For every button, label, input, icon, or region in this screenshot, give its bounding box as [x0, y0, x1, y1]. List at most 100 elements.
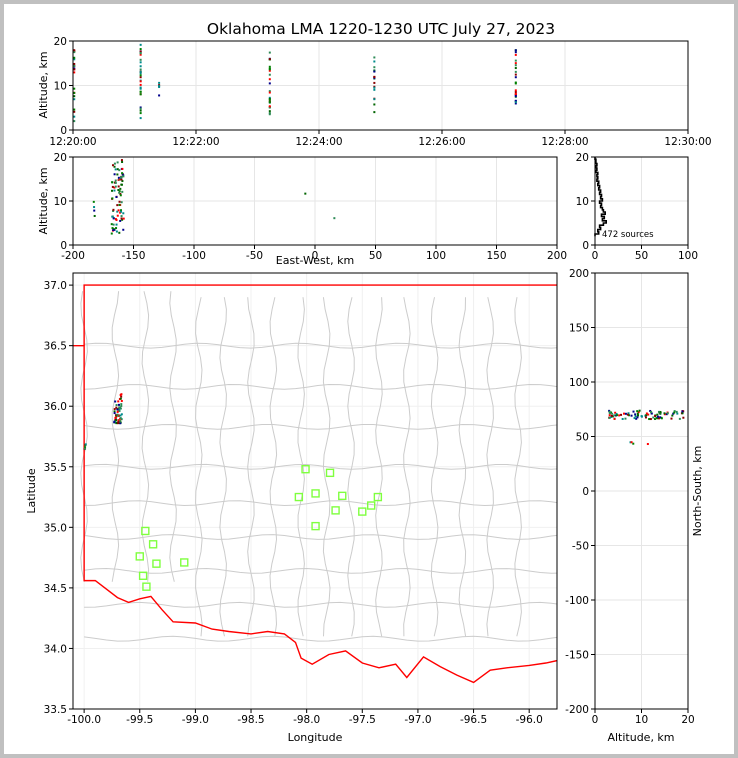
- source-point: [119, 192, 122, 195]
- source-point: [613, 417, 616, 420]
- source-count-annotation: 472 sources: [602, 230, 654, 240]
- source-point: [268, 113, 271, 116]
- y-tick-label: 150: [569, 323, 589, 335]
- source-point: [611, 412, 614, 415]
- lma-station-marker: [338, 491, 347, 501]
- altitude-time-ylabel: Altitude, km: [37, 51, 50, 118]
- y-tick-label: 10: [54, 196, 67, 208]
- source-point: [111, 164, 114, 167]
- y-tick-label: 10: [54, 81, 67, 93]
- source-point: [657, 410, 660, 413]
- source-point: [681, 412, 684, 415]
- source-point: [117, 403, 120, 406]
- lma-station-marker: [358, 507, 367, 516]
- source-point: [682, 416, 685, 419]
- state-border-south: [73, 344, 557, 684]
- source-point: [73, 115, 76, 118]
- source-point: [112, 208, 115, 211]
- source-point: [139, 74, 142, 77]
- source-point: [116, 168, 119, 171]
- source-point: [659, 413, 662, 416]
- source-point: [114, 400, 117, 403]
- source-point: [158, 86, 161, 89]
- source-point: [373, 70, 376, 73]
- source-point: [120, 215, 123, 218]
- x-tick-label: -96.0: [516, 714, 543, 726]
- source-point: [650, 412, 653, 415]
- source-point: [115, 414, 118, 417]
- source-point: [114, 218, 117, 221]
- y-tick-label: 200: [569, 268, 589, 280]
- source-point: [666, 412, 669, 415]
- source-point: [637, 414, 640, 417]
- source-point: [139, 80, 142, 83]
- source-point: [116, 408, 119, 411]
- source-point: [636, 412, 639, 415]
- y-tick-label: 50: [576, 432, 589, 444]
- source-point: [116, 173, 119, 176]
- x-tick-label: 12:24:00: [295, 136, 342, 148]
- y-tick-label: -200: [565, 704, 589, 716]
- x-tick-label: -96.5: [460, 714, 487, 726]
- source-point: [139, 86, 142, 89]
- source-point: [114, 181, 117, 184]
- source-point: [614, 411, 617, 414]
- source-point: [139, 87, 142, 90]
- source-point: [158, 81, 161, 84]
- source-point: [514, 92, 517, 95]
- source-point: [640, 415, 643, 418]
- source-point: [84, 443, 87, 446]
- source-point: [681, 410, 684, 413]
- source-point: [648, 418, 651, 421]
- source-point: [118, 231, 121, 234]
- source-point: [649, 409, 652, 412]
- source-point: [73, 108, 76, 111]
- source-point: [93, 209, 96, 212]
- source-point: [613, 414, 616, 417]
- source-point: [111, 189, 114, 192]
- source-point: [92, 200, 95, 203]
- source-point: [671, 414, 674, 417]
- source-point: [636, 416, 639, 419]
- source-point: [110, 232, 113, 235]
- county-boundary: [486, 297, 494, 637]
- lma-station-marker: [138, 571, 148, 580]
- source-point: [118, 169, 121, 172]
- source-point: [121, 173, 124, 176]
- source-point: [117, 421, 120, 424]
- source-point: [113, 186, 116, 189]
- source-point: [115, 404, 118, 407]
- source-point: [608, 412, 611, 415]
- source-point: [514, 49, 517, 52]
- source-point: [618, 414, 621, 417]
- source-point: [373, 76, 376, 79]
- source-point: [139, 43, 142, 46]
- source-point: [514, 73, 517, 76]
- source-point: [139, 72, 142, 75]
- source-point: [73, 64, 76, 67]
- source-point: [73, 62, 76, 65]
- source-point: [304, 192, 307, 195]
- county-boundary: [347, 297, 355, 637]
- lma-station-marker: [373, 492, 383, 502]
- source-point: [116, 204, 119, 207]
- source-point: [656, 415, 659, 418]
- x-tick-label: -99.0: [182, 714, 209, 726]
- x-tick-label: 150: [486, 250, 506, 262]
- lma-station-marker: [311, 489, 320, 498]
- source-point: [73, 68, 76, 71]
- source-point: [649, 418, 652, 421]
- y-tick-label: 36.0: [44, 401, 67, 413]
- source-point: [673, 411, 676, 414]
- source-point: [656, 413, 659, 416]
- source-point: [514, 101, 517, 104]
- lma-station-marker: [135, 552, 144, 561]
- lma-station-marker: [180, 558, 189, 567]
- source-point: [111, 197, 114, 200]
- source-point: [120, 209, 123, 212]
- source-point: [373, 88, 376, 91]
- source-point: [675, 410, 678, 413]
- county-boundary: [195, 297, 203, 637]
- county-boundary: [84, 534, 557, 540]
- source-point: [113, 189, 116, 192]
